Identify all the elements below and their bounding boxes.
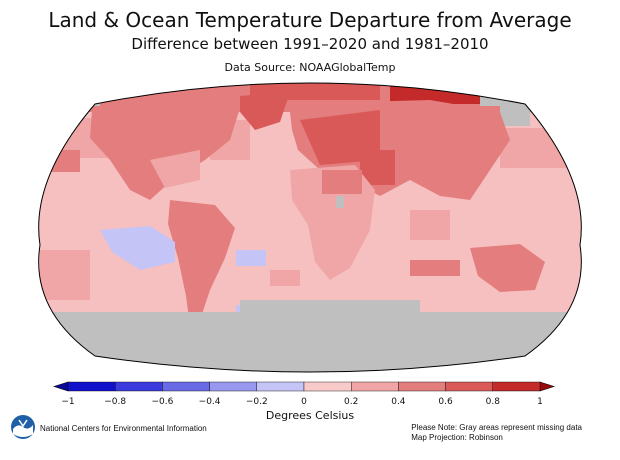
colorbar-min-arrow <box>53 381 69 392</box>
australia-land <box>470 244 545 292</box>
projection-note: Map Projection: Robinson <box>411 433 503 442</box>
missing-data-note: Please Note: Gray areas represent missin… <box>411 423 582 432</box>
colorbar-swatch <box>114 381 163 392</box>
colorbar-tick-label: 0.4 <box>391 397 406 407</box>
east-pacific-cool <box>100 226 175 270</box>
data-source: Data Source: NOAAGlobalTemp <box>224 61 396 74</box>
colorbar-max-arrow <box>539 381 555 392</box>
north-america-land-2 <box>150 150 200 188</box>
colorbar-swatch <box>67 381 116 392</box>
colorbar-swatch <box>398 381 446 392</box>
indian-ocean-warm <box>410 210 450 240</box>
africa-missing <box>336 196 344 208</box>
colorbar-tick-label: −0.6 <box>151 397 174 407</box>
colorbar-swatch <box>351 381 399 392</box>
map-title: Land & Ocean Temperature Departure from … <box>48 8 572 32</box>
colorbar-tick-label: 0.6 <box>438 397 453 407</box>
colorbar-tick-label: −1 <box>61 397 75 407</box>
south-pacific-warm <box>40 250 90 300</box>
south-america-land <box>168 200 235 326</box>
colorbar-swatch <box>445 381 494 392</box>
colorbar-swatch <box>303 381 352 392</box>
south-atlantic-cool <box>236 250 266 266</box>
colorbar-swatch <box>492 381 541 392</box>
missing-southern-ocean <box>240 300 420 314</box>
middle-east-warm <box>360 150 395 185</box>
colorbar-tick-label: −0.8 <box>104 397 127 407</box>
indian-ocean-warm-2 <box>410 260 460 276</box>
colorbar-tick-label: 0 <box>301 397 307 407</box>
colorbar-tick-label: −0.4 <box>198 397 221 407</box>
globe-outline <box>38 82 582 373</box>
colorbar-tick-label: 0.2 <box>344 397 359 407</box>
colorbar-swatch <box>209 381 258 392</box>
colorbar-tick-label: 0.8 <box>485 397 500 407</box>
greenland-land <box>240 92 290 130</box>
footer-notes: Please Note: Gray areas represent missin… <box>411 423 582 443</box>
colorbar-tick-label: 1 <box>537 397 543 407</box>
north-africa-warm <box>322 170 362 194</box>
map-grid <box>38 83 582 372</box>
map-subtitle: Difference between 1991–2020 and 1981–20… <box>131 35 489 53</box>
colorbar-swatch <box>256 381 305 392</box>
colorbar-tick-label: −0.2 <box>245 397 268 407</box>
noaa-logo-icon <box>11 415 35 439</box>
south-atlantic-warm <box>270 270 300 286</box>
footer-organization: National Centers for Environmental Infor… <box>40 424 207 433</box>
colorbar-swatch <box>162 381 210 392</box>
units-label: Degrees Celsius <box>265 409 355 422</box>
north-america-land <box>90 100 240 200</box>
missing-arctic-patch <box>500 106 530 126</box>
